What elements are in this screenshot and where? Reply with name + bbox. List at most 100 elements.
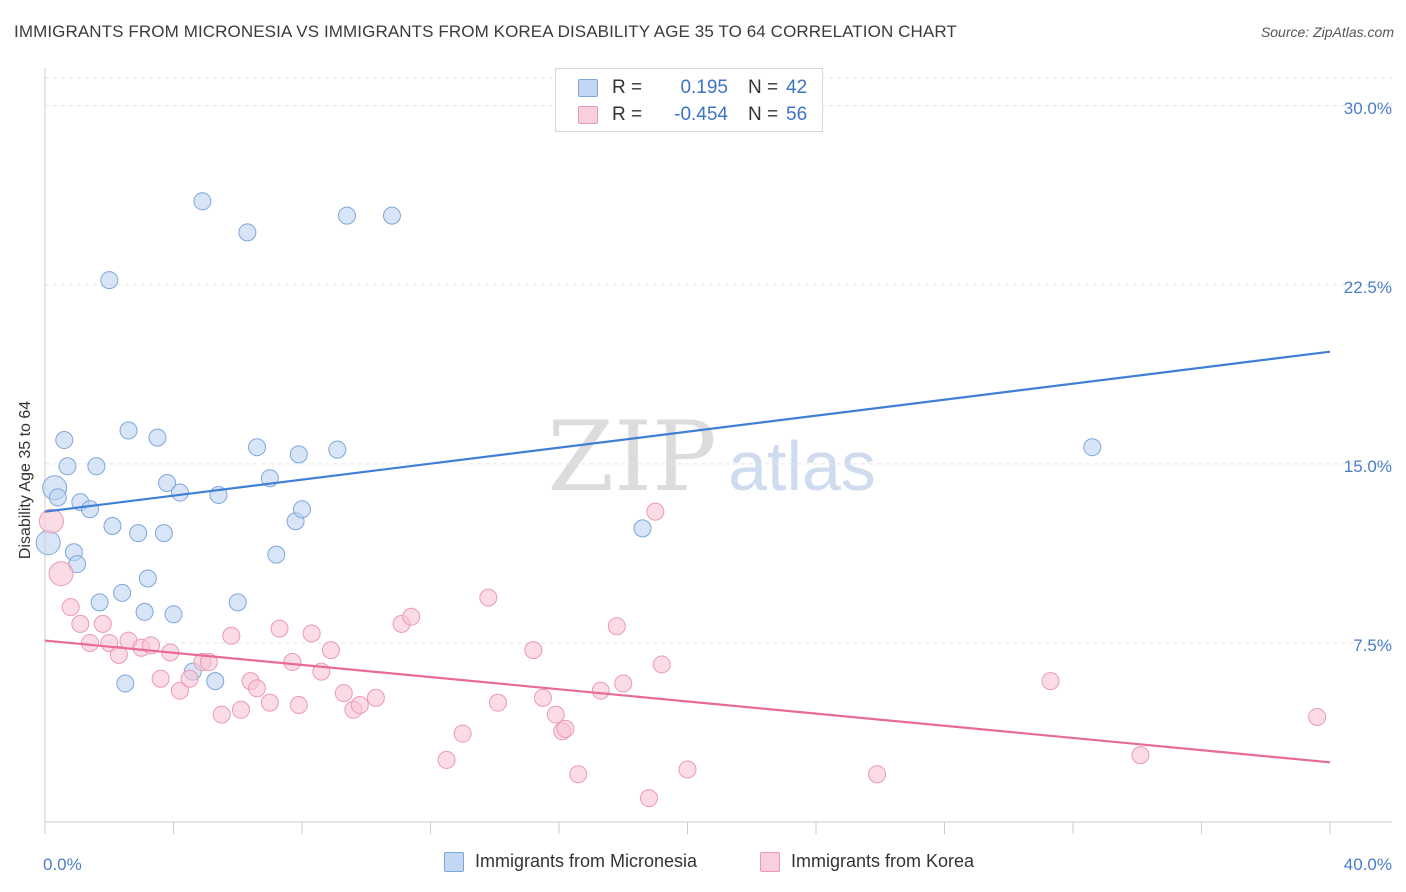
korea-point: [48, 561, 74, 587]
micronesia-point: [116, 674, 135, 693]
r-label: R =: [612, 104, 643, 125]
y-axis-label: Disability Age 35 to 64: [17, 400, 34, 560]
korea-point: [109, 645, 128, 664]
korea-point: [260, 693, 279, 712]
korea-point: [151, 669, 170, 688]
micronesia-point: [148, 428, 167, 447]
korea-point: [289, 696, 308, 715]
korea-point: [321, 641, 340, 660]
chart-title: IMMIGRANTS FROM MICRONESIA VS IMMIGRANTS…: [14, 22, 957, 41]
korea-point: [283, 653, 302, 672]
micronesia-point: [164, 605, 183, 624]
n-label: N =: [748, 77, 779, 98]
korea-point: [231, 700, 250, 719]
micronesia-point: [1083, 438, 1102, 457]
y-tick-label: 15.0%: [1344, 457, 1392, 476]
korea-point: [607, 617, 626, 636]
micronesia-point: [58, 457, 77, 476]
micronesia-point: [100, 271, 119, 290]
korea-point: [437, 750, 456, 769]
legend-item-micronesia[interactable]: Immigrants from Micronesia: [444, 851, 697, 872]
korea-point: [199, 653, 218, 672]
axes: [44, 68, 1392, 834]
micronesia-point: [289, 445, 308, 464]
korea-point: [402, 607, 421, 626]
trend-line-micronesia: [44, 350, 1331, 513]
micronesia-point: [633, 519, 652, 538]
trend-line-korea: [44, 639, 1331, 764]
trend-lines: [44, 350, 1331, 764]
x-tick-label-max: 40.0%: [1344, 855, 1392, 874]
korea-point: [270, 619, 289, 638]
legend-swatch-micronesia: [578, 79, 598, 97]
korea-point: [488, 693, 507, 712]
korea-point: [248, 679, 267, 698]
micronesia-point: [382, 206, 401, 225]
n-value: 42: [786, 77, 808, 98]
micronesia-point: [119, 421, 138, 440]
legend-swatch-korea: [760, 851, 780, 872]
legend-swatch-korea: [578, 106, 598, 124]
korea-point: [453, 724, 472, 743]
r-value: 0.195: [680, 77, 728, 98]
korea-point: [334, 684, 353, 703]
legend-item-korea[interactable]: Immigrants from Korea: [760, 851, 974, 872]
x-tick-label-min: 0.0%: [43, 855, 82, 874]
micronesia-point: [248, 438, 267, 457]
korea-point: [678, 760, 697, 779]
legend-swatch-micronesia: [444, 851, 464, 872]
micronesia-point: [80, 500, 99, 519]
legend-row-micronesia: R = 0.195 N = 42: [578, 77, 807, 99]
series-korea: [38, 502, 1327, 808]
micronesia-point: [337, 206, 356, 225]
micronesia-point: [228, 593, 247, 612]
micronesia-point: [154, 524, 173, 543]
y-tick-label: 22.5%: [1344, 278, 1392, 297]
micronesia-point: [113, 583, 132, 602]
korea-point: [479, 588, 498, 607]
korea-point: [170, 681, 189, 700]
y-axis-label-wrap: Disability Age 35 to 64: [14, 300, 38, 660]
korea-point: [646, 502, 665, 521]
series-legend: Immigrants from Micronesia Immigrants fr…: [0, 851, 1406, 877]
legend-label-korea: Immigrants from Korea: [791, 851, 975, 871]
micronesia-point: [55, 431, 74, 450]
micronesia-point: [267, 545, 286, 564]
micronesia-point: [87, 457, 106, 476]
watermark: ZIP atlas: [547, 401, 876, 513]
gridlines: [45, 77, 1392, 644]
korea-point: [556, 719, 575, 738]
korea-point: [524, 641, 543, 660]
r-value: -0.454: [674, 104, 728, 125]
korea-point: [222, 626, 241, 645]
n-value: 56: [786, 104, 808, 125]
korea-point: [180, 669, 199, 688]
korea-point: [546, 705, 565, 724]
korea-point: [38, 508, 64, 534]
korea-point: [652, 655, 671, 674]
korea-point: [614, 674, 633, 693]
korea-point: [302, 624, 321, 643]
korea-point: [569, 765, 588, 784]
legend-label-micronesia: Immigrants from Micronesia: [475, 851, 698, 871]
korea-point: [639, 789, 658, 808]
micronesia-point: [193, 192, 212, 211]
korea-point: [350, 696, 369, 715]
korea-point: [1131, 746, 1150, 765]
micronesia-point: [48, 488, 67, 507]
korea-point: [71, 614, 90, 633]
korea-point: [868, 765, 887, 784]
series-micronesia: [35, 192, 1102, 693]
y-tick-label: 30.0%: [1344, 99, 1392, 118]
korea-point: [212, 705, 231, 724]
legend-row-korea: R = -0.454 N = 56: [578, 104, 807, 126]
korea-point: [591, 681, 610, 700]
micronesia-point: [293, 500, 311, 519]
korea-point: [93, 614, 112, 633]
korea-point: [61, 598, 80, 617]
micronesia-point: [238, 223, 257, 242]
micronesia-point: [129, 524, 148, 543]
micronesia-point: [35, 530, 61, 556]
micronesia-point: [158, 474, 177, 493]
